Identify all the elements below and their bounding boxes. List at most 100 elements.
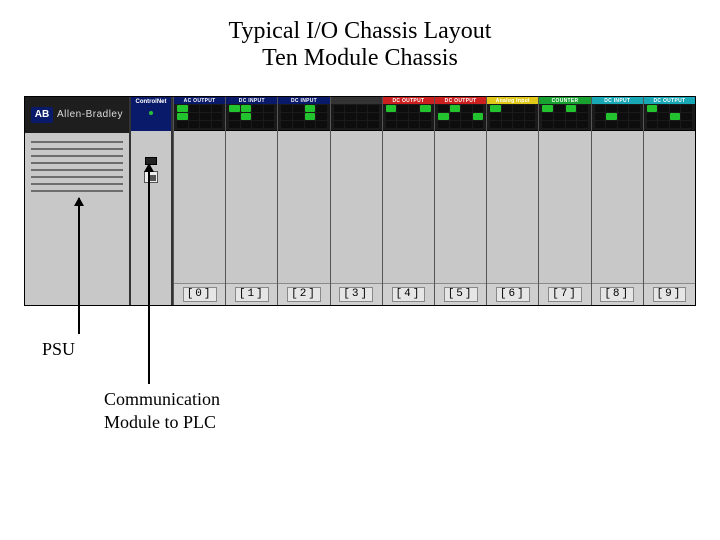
title-line-2: Ten Module Chassis: [0, 45, 720, 72]
led-icon: [566, 113, 577, 120]
led-icon: [368, 113, 379, 120]
led-icon: [670, 105, 681, 112]
led-icon: [502, 113, 513, 120]
slot-type-label: DC INPUT: [594, 98, 641, 104]
led-icon: [177, 113, 188, 120]
led-icon: [397, 121, 408, 128]
vent-line: [31, 162, 123, 164]
slot-body: [174, 131, 225, 283]
slot-cap: DC INPUT: [592, 97, 643, 131]
led-icon: [305, 121, 316, 128]
slot-number-label: [4]: [392, 287, 426, 302]
led-icon: [606, 113, 617, 120]
psu-callout-label: PSU: [42, 340, 75, 358]
slot-led-grid: [177, 105, 222, 128]
led-icon: [595, 105, 606, 112]
led-icon: [264, 113, 275, 120]
slot-cap: [331, 97, 382, 131]
led-icon: [420, 105, 431, 112]
led-icon: [305, 113, 316, 120]
slot-body: [592, 131, 643, 283]
vent-line: [31, 148, 123, 150]
led-icon: [386, 113, 397, 120]
slot-4: DC OUTPUT[4]: [382, 97, 434, 305]
led-icon: [595, 113, 606, 120]
led-icon: [595, 121, 606, 128]
slot-foot: [6]: [487, 283, 538, 305]
led-icon: [293, 113, 304, 120]
vent-line: [31, 141, 123, 143]
comm-callout-line2: Module to PLC: [104, 411, 220, 434]
slot-number-label: [2]: [287, 287, 321, 302]
led-icon: [397, 105, 408, 112]
slot-foot: [0]: [174, 283, 225, 305]
led-icon: [177, 121, 188, 128]
led-icon: [345, 113, 356, 120]
slot-3: [3]: [330, 97, 382, 305]
led-icon: [316, 105, 327, 112]
slot-number-label: [0]: [183, 287, 217, 302]
led-icon: [252, 121, 263, 128]
led-icon: [606, 105, 617, 112]
led-icon: [618, 113, 629, 120]
slot-number-label: [9]: [653, 287, 687, 302]
slot-number-label: [8]: [600, 287, 634, 302]
led-icon: [281, 121, 292, 128]
brand-text: Allen-Bradley: [57, 110, 123, 120]
led-icon: [577, 105, 588, 112]
slot-cap: Analog Input: [487, 97, 538, 131]
led-icon: [252, 105, 263, 112]
vent-line: [31, 190, 123, 192]
led-icon: [525, 113, 536, 120]
led-icon: [316, 113, 327, 120]
slot-type-label: COUNTER: [541, 98, 588, 104]
slot-type-label: DC OUTPUT: [437, 98, 484, 104]
slot-number-label: [1]: [235, 287, 269, 302]
slot-body: [383, 131, 434, 283]
led-icon: [450, 121, 461, 128]
led-icon: [200, 121, 211, 128]
comm-status-led: [149, 111, 153, 115]
vent-line: [31, 183, 123, 185]
slot-body: [278, 131, 329, 283]
slot-led-grid: [542, 105, 587, 128]
slot-type-label: AC OUTPUT: [176, 98, 223, 104]
led-icon: [670, 121, 681, 128]
led-icon: [658, 121, 669, 128]
slot-cap: DC OUTPUT: [644, 97, 695, 131]
led-icon: [629, 121, 640, 128]
led-icon: [293, 121, 304, 128]
led-icon: [345, 121, 356, 128]
led-icon: [658, 113, 669, 120]
slot-foot: [5]: [435, 283, 486, 305]
led-icon: [281, 113, 292, 120]
led-icon: [212, 121, 223, 128]
slot-foot: [8]: [592, 283, 643, 305]
led-icon: [264, 121, 275, 128]
led-icon: [212, 113, 223, 120]
slot-led-grid: [438, 105, 483, 128]
led-icon: [490, 121, 501, 128]
comm-module: ControlNet: [131, 97, 173, 305]
led-icon: [450, 105, 461, 112]
led-icon: [357, 121, 368, 128]
led-icon: [473, 121, 484, 128]
led-icon: [386, 105, 397, 112]
led-icon: [473, 105, 484, 112]
led-icon: [513, 113, 524, 120]
slot-cap: DC INPUT: [278, 97, 329, 131]
led-icon: [513, 105, 524, 112]
led-icon: [566, 105, 577, 112]
led-icon: [542, 121, 553, 128]
led-icon: [566, 121, 577, 128]
led-icon: [409, 105, 420, 112]
slot-foot: [2]: [278, 283, 329, 305]
led-icon: [200, 105, 211, 112]
led-icon: [473, 113, 484, 120]
led-icon: [450, 113, 461, 120]
led-icon: [606, 121, 617, 128]
led-icon: [525, 105, 536, 112]
slot-body: [487, 131, 538, 283]
led-icon: [252, 113, 263, 120]
led-icon: [264, 105, 275, 112]
